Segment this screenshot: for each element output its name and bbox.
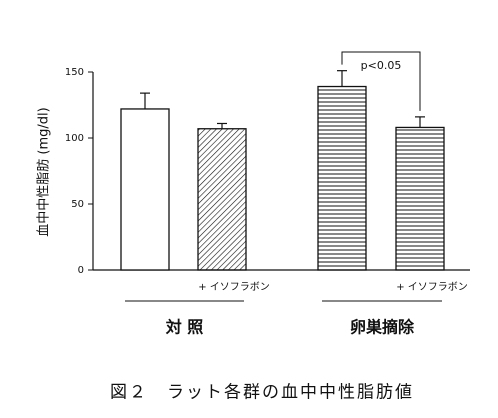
y-tick-label: 150 — [65, 67, 84, 78]
bar — [395, 126, 445, 271]
bar — [317, 85, 367, 271]
significance-bracket — [341, 51, 421, 111]
x-tick-label: + イソフラボン — [198, 281, 270, 293]
y-tick-label: 0 — [78, 265, 84, 276]
caption: 図２ ラット各群の血中中性脂肪値 — [110, 383, 414, 403]
y-tick-label: 50 — [71, 199, 84, 210]
y-axis-label: 血中中性脂肪 (mg/dl) — [36, 107, 52, 236]
group-label: 対 照 — [165, 318, 204, 337]
bar — [120, 108, 170, 271]
y-tick-label: 100 — [65, 133, 84, 144]
bar — [197, 128, 247, 271]
group-label: 卵巣摘除 — [350, 318, 415, 337]
x-tick-label: + イソフラボン — [396, 281, 468, 293]
annotation: p<0.05 — [361, 59, 402, 72]
